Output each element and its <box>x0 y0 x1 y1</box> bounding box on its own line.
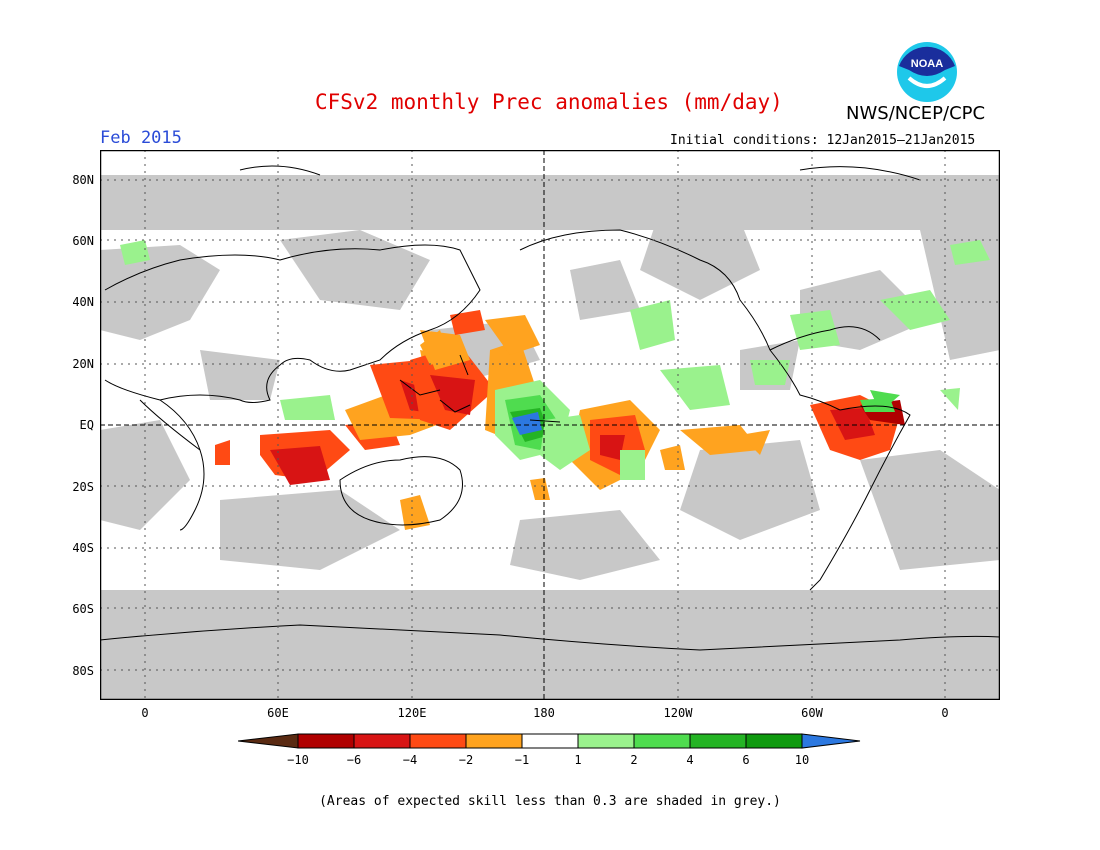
legend-label: −4 <box>402 753 418 767</box>
legend-swatch <box>745 733 803 749</box>
lat-label: 40N <box>72 295 94 309</box>
lon-label: 60E <box>267 706 289 720</box>
lat-label: EQ <box>79 418 94 432</box>
skill-footnote: (Areas of expected skill less than 0.3 a… <box>319 794 781 809</box>
lat-label: 40S <box>72 541 94 555</box>
legend-swatch <box>633 733 691 749</box>
legend-swatch <box>689 733 747 749</box>
lon-label: 120E <box>397 706 427 720</box>
lat-label: 60S <box>72 602 94 616</box>
color-legend <box>238 733 861 749</box>
map-title: CFSv2 monthly Prec anomalies (mm/day) <box>315 90 783 114</box>
reference-lines <box>100 150 1000 700</box>
legend-label: 4 <box>686 753 694 767</box>
lat-label: 20N <box>72 357 94 371</box>
lon-label: 0 <box>141 706 149 720</box>
legend-swatch <box>577 733 635 749</box>
valid-month: Feb 2015 <box>100 128 182 148</box>
anomaly-map <box>100 150 1000 700</box>
initial-conditions: Initial conditions: 12Jan2015–21Jan2015 <box>670 133 976 148</box>
organization-label: NWS/NCEP/CPC <box>846 103 986 124</box>
legend-label: 6 <box>742 753 750 767</box>
lon-label: 60W <box>801 706 823 720</box>
noaa-logo: NOAA <box>895 40 959 104</box>
low-skill-areas <box>100 175 1000 700</box>
logo-text: NOAA <box>911 58 943 70</box>
lat-label: 60N <box>72 234 94 248</box>
legend-label: 1 <box>574 753 582 767</box>
lat-label: 80S <box>72 664 94 678</box>
legend-label: −10 <box>287 753 309 767</box>
legend-swatch <box>353 733 411 749</box>
lon-label: 120W <box>663 706 693 720</box>
coastlines <box>100 165 1000 651</box>
legend-swatch <box>465 733 523 749</box>
legend-label: −1 <box>514 753 530 767</box>
legend-swatch <box>297 733 355 749</box>
lon-label: 0 <box>941 706 949 720</box>
legend-swatch <box>238 733 299 749</box>
legend-label: 2 <box>630 753 638 767</box>
legend-label: −6 <box>346 753 362 767</box>
lat-label: 80N <box>72 173 94 187</box>
legend-swatch <box>521 733 579 749</box>
legend-swatch <box>409 733 467 749</box>
lat-label: 20S <box>72 480 94 494</box>
legend-swatch <box>801 733 861 749</box>
legend-label: 10 <box>794 753 810 767</box>
lon-label: 180 <box>533 706 555 720</box>
legend-label: −2 <box>458 753 474 767</box>
